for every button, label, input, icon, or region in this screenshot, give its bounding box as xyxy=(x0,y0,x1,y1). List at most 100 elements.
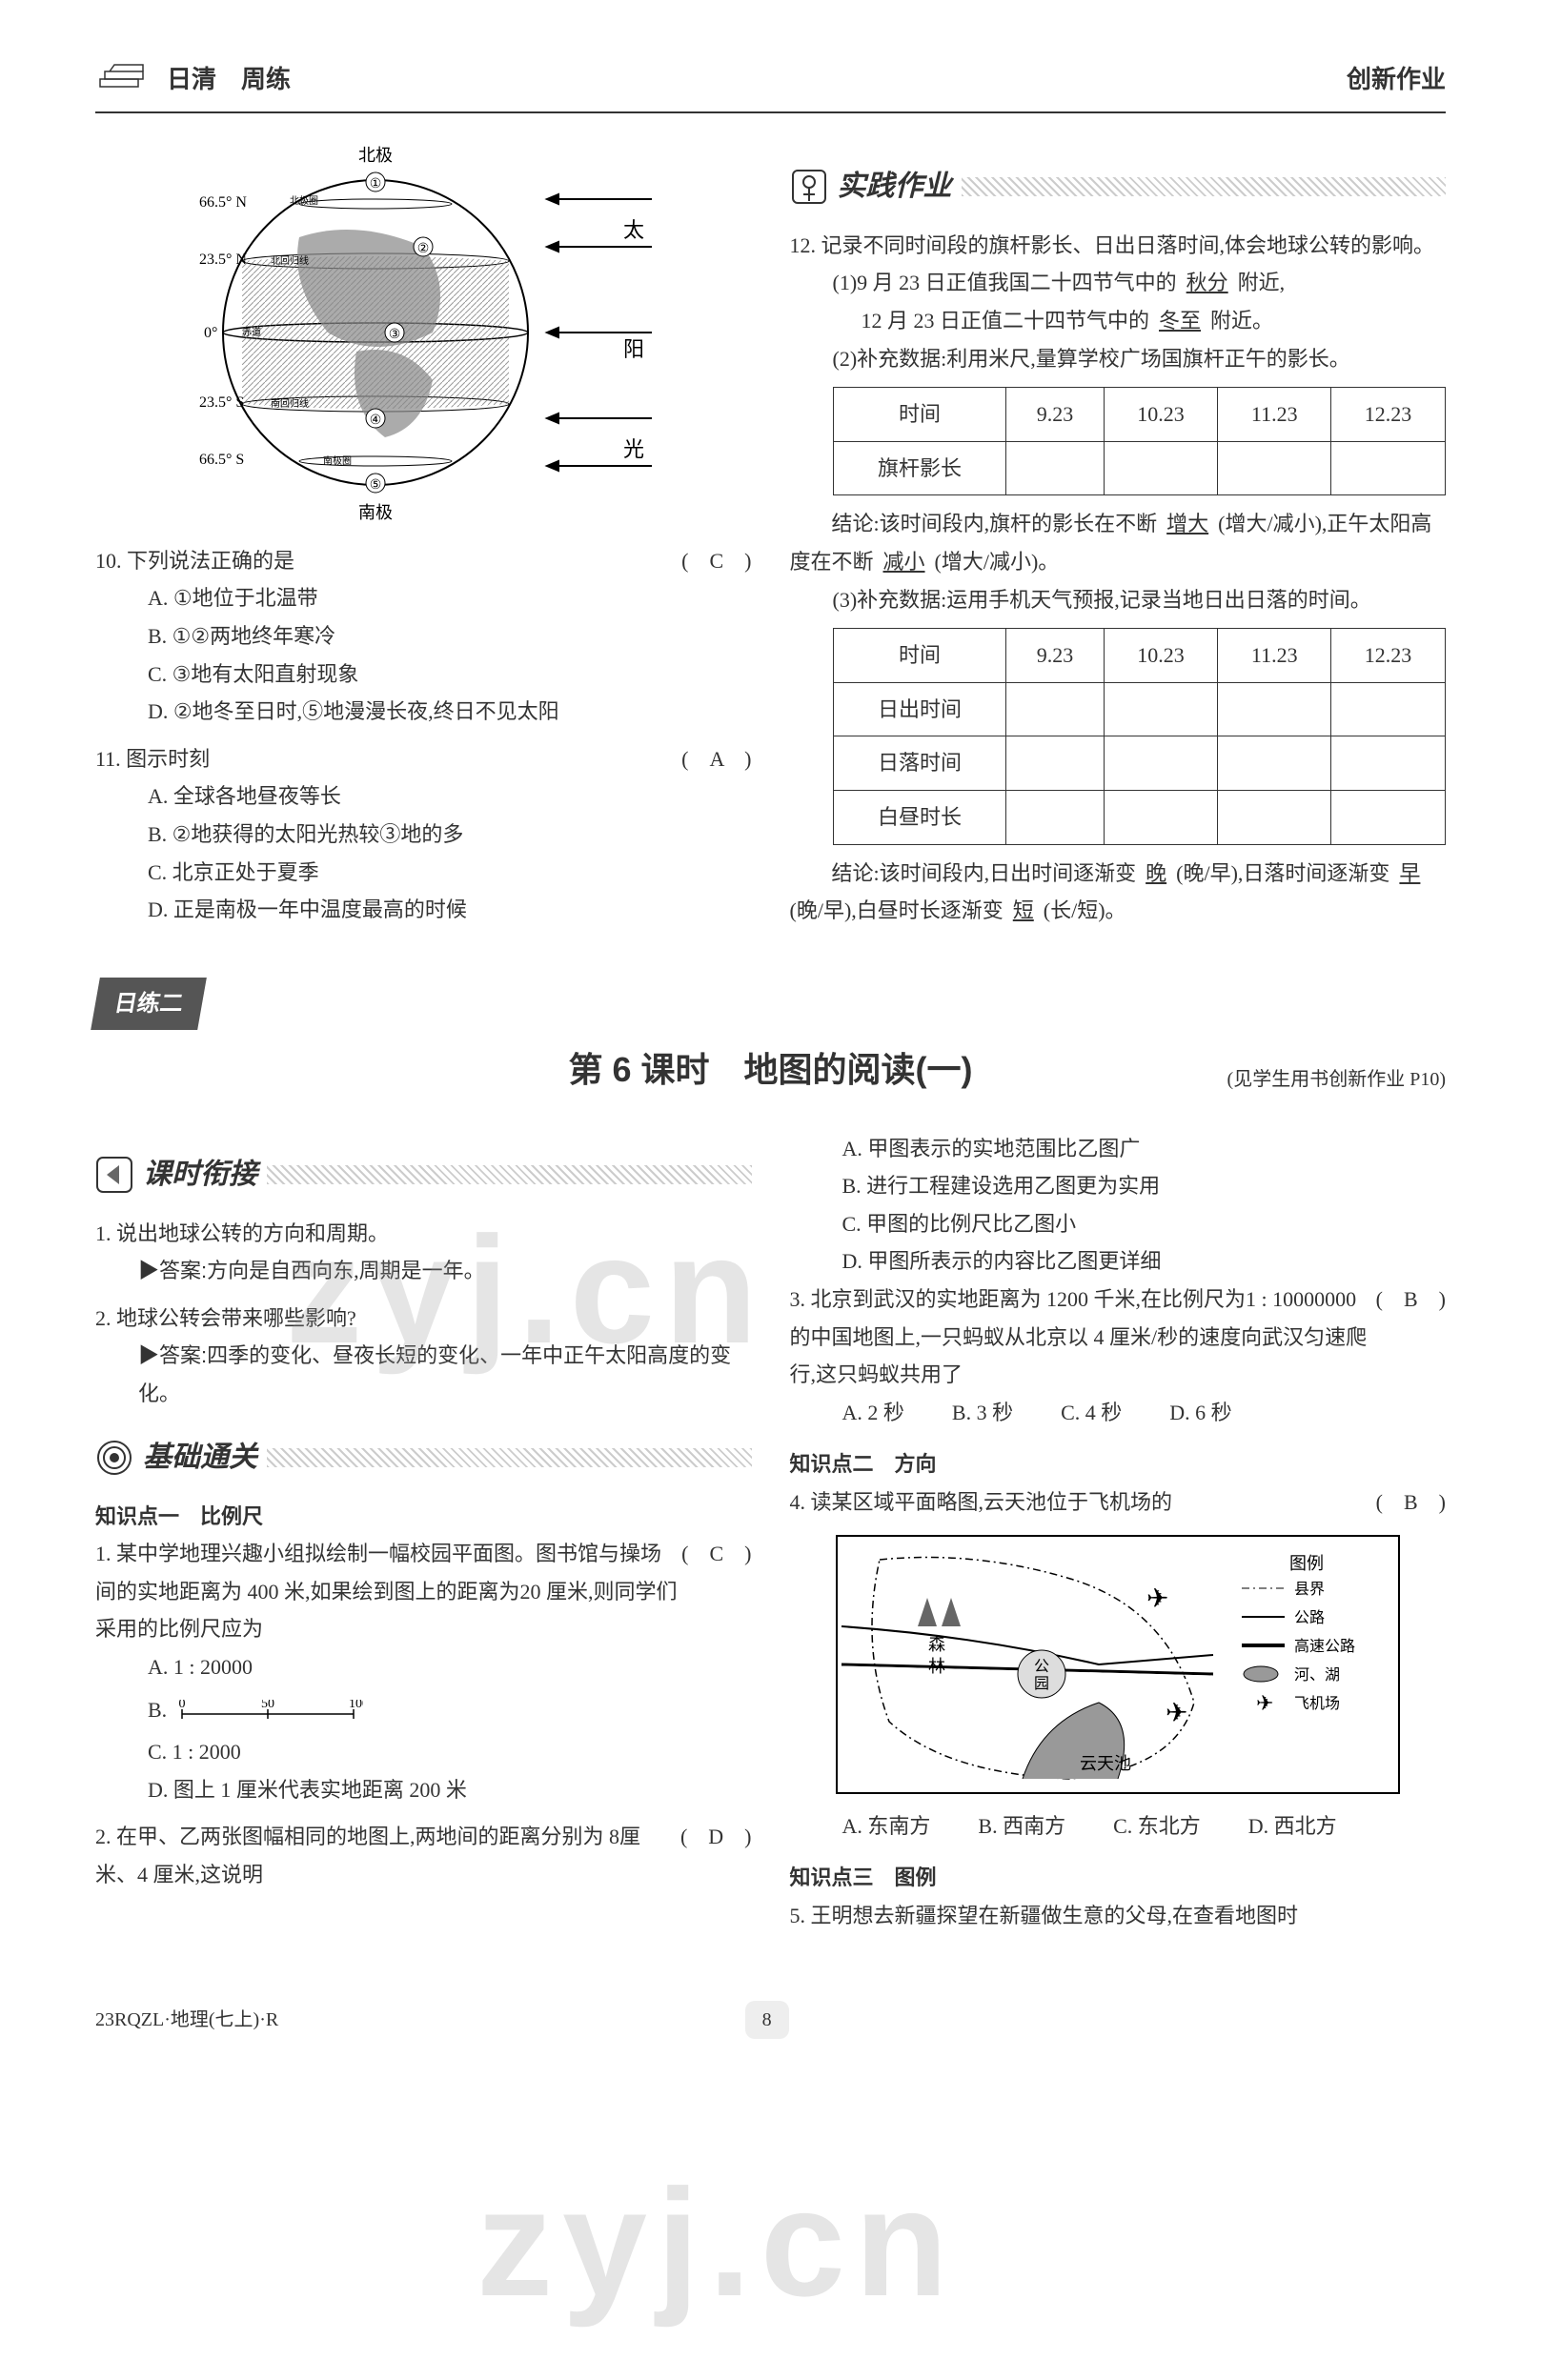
svg-text:北极圈: 北极圈 xyxy=(290,194,318,207)
svg-text:图例: 图例 xyxy=(1289,1554,1324,1573)
page-number: 8 xyxy=(745,2001,789,2039)
svg-text:林: 林 xyxy=(928,1657,945,1676)
q2-option-a: A. 甲图表示的实地范围比乙图广 xyxy=(790,1130,1447,1168)
watermark: zyj.cn xyxy=(476,2106,958,2380)
q10-option-d: D. ②地冬至日时,⑤地漫漫长夜,终日不见太阳 xyxy=(95,693,752,731)
svg-text:66.5° N: 66.5° N xyxy=(199,194,247,211)
link-title: 课时衔接 xyxy=(143,1149,257,1200)
svg-text:公: 公 xyxy=(1034,1659,1049,1675)
svg-text:云天池: 云天池 xyxy=(1080,1754,1131,1773)
q2-option-d: D. 甲图所表示的内容比乙图更详细 xyxy=(790,1242,1447,1281)
q12-conclusion2: 结论:该时间段内,日出时间逐渐变晚(晚/早),日落时间逐渐变早(晚/早),白昼时… xyxy=(790,855,1447,930)
lesson-ref: (见学生用书创新作业 P10) xyxy=(1227,1062,1446,1097)
lesson-title: 第 6 课时 地图的阅读(一) xyxy=(568,1050,972,1089)
q12-table2: 时间 9.23 10.23 11.23 12.23 日出时间 日落时间 白昼时长 xyxy=(833,628,1447,844)
svg-text:南回归线: 南回归线 xyxy=(271,397,309,410)
practice-section-header: 实践作业 xyxy=(790,161,1447,212)
svg-text:高速公路: 高速公路 xyxy=(1294,1638,1355,1655)
q11-option-a: A. 全球各地昼夜等长 xyxy=(95,777,752,816)
scale-bar-icon: 0 50 100 米 xyxy=(172,1700,363,1724)
globe-diagram: ① ② ③ ④ ⑤ 北极 南极 66.5° N 23.5° N 0° 23.5°… xyxy=(185,142,661,523)
svg-text:河、湖: 河、湖 xyxy=(1294,1666,1340,1684)
svg-text:23.5° S: 23.5° S xyxy=(199,394,244,411)
lesson-title-row: 第 6 课时 地图的阅读(一) (见学生用书创新作业 P10) xyxy=(95,1039,1446,1101)
svg-text:✈: ✈ xyxy=(1256,1691,1273,1715)
svg-text:森: 森 xyxy=(928,1635,945,1654)
link-q1: 1. 说出地球公转的方向和周期。 ▶答案:方向是自西向东,周期是一年。 xyxy=(95,1215,752,1290)
svg-text:北极: 北极 xyxy=(358,146,393,165)
svg-text:④: ④ xyxy=(370,413,382,428)
svg-text:100 米: 100 米 xyxy=(349,1700,363,1711)
svg-text:✈: ✈ xyxy=(1146,1584,1168,1614)
footer-code: 23RQZL·地理(七上)·R xyxy=(95,2003,278,2037)
link-section-header: 课时衔接 xyxy=(95,1149,752,1200)
basic-q1: 1. 某中学地理兴趣小组拟绘制一幅校园平面图。图书馆与操场间的实地距离为 400… xyxy=(95,1535,752,1808)
header-title-left: 日清 周练 xyxy=(167,57,291,102)
svg-text:66.5° S: 66.5° S xyxy=(199,452,244,468)
q12-conclusion1: 结论:该时间段内,旗杆的影长在不断增大(增大/减小),正午太阳高度在不断减小(增… xyxy=(790,505,1447,580)
target-icon xyxy=(95,1439,133,1477)
q12-part1: (1)9 月 23 日正值我国二十四节气中的秋分附近, xyxy=(790,264,1447,302)
q12-part2: (2)补充数据:利用米尺,量算学校广场国旗杆正午的影长。 xyxy=(790,340,1447,378)
svg-text:南极圈: 南极圈 xyxy=(323,454,352,467)
q2-option-b: B. 进行工程建设选用乙图更为实用 xyxy=(790,1167,1447,1205)
svg-text:①: ① xyxy=(370,177,382,192)
q10-option-c: C. ③地有太阳直射现象 xyxy=(95,656,752,694)
q11-option-c: C. 北京正处于夏季 xyxy=(95,854,752,892)
svg-text:0°: 0° xyxy=(204,325,217,341)
section-hatching xyxy=(962,177,1447,196)
q10-option-b: B. ①②两地终年寒冷 xyxy=(95,617,752,656)
arrow-left-icon xyxy=(95,1156,133,1194)
q12-stem: 12. 记录不同时间段的旗杆影长、日出日落时间,体会地球公转的影响。 xyxy=(790,227,1447,265)
basic-title: 基础通关 xyxy=(143,1432,257,1483)
q10-answer: ( C ) xyxy=(681,542,751,580)
kp2: 知识点二 方向 xyxy=(790,1445,1447,1483)
basic-q3: 3. 北京到武汉的实地距离为 1200 千米,在比例尺为1 : 10000000… xyxy=(790,1281,1447,1431)
section-hatching xyxy=(267,1448,752,1467)
question-11: 11. 图示时刻 ( A ) A. 全球各地昼夜等长 B. ②地获得的太阳光热较… xyxy=(95,740,752,929)
basic-q5: 5. 王明想去新疆探望在新疆做生意的父母,在查看地图时 xyxy=(790,1897,1447,1935)
book-icon xyxy=(95,60,152,98)
svg-text:公路: 公路 xyxy=(1294,1609,1325,1626)
link-q2: 2. 地球公转会带来哪些影响? ▶答案:四季的变化、昼夜长短的变化、一年中正午太… xyxy=(95,1300,752,1413)
svg-text:县界: 县界 xyxy=(1294,1581,1325,1598)
practice-title: 实践作业 xyxy=(838,161,952,212)
svg-text:飞机场: 飞机场 xyxy=(1294,1695,1340,1712)
lesson-badge: 日练二 xyxy=(91,978,207,1030)
svg-text:南极: 南极 xyxy=(358,503,393,522)
page-footer: 23RQZL·地理(七上)·R 8 xyxy=(95,2001,1446,2039)
question-12: 12. 记录不同时间段的旗杆影长、日出日落时间,体会地球公转的影响。 (1)9 … xyxy=(790,227,1447,930)
q12-part3: (3)补充数据:运用手机天气预报,记录当地日出日落的时间。 xyxy=(790,581,1447,619)
q12-table1: 时间 9.23 10.23 11.23 12.23 旗杆影长 xyxy=(833,387,1447,495)
kp3: 知识点三 图例 xyxy=(790,1859,1447,1897)
q12-part1-line2: 12 月 23 日正值二十四节气中的冬至附近。 xyxy=(790,302,1447,340)
q10-option-a: A. ①地位于北温带 xyxy=(95,579,752,617)
svg-text:③: ③ xyxy=(389,328,401,342)
svg-text:✈: ✈ xyxy=(1166,1699,1187,1728)
svg-text:园: 园 xyxy=(1034,1676,1049,1692)
svg-text:阳: 阳 xyxy=(623,337,644,361)
kp1: 知识点一 比例尺 xyxy=(95,1498,752,1536)
basic-q2: 2. 在甲、乙两张图幅相同的地图上,两地间的距离分别为 8厘米、4 厘米,这说明… xyxy=(95,1818,752,1893)
basic-q4: 4. 读某区域平面略图,云天池位于飞机场的 ( B ) 森 林 xyxy=(790,1483,1447,1845)
q11-option-d: D. 正是南极一年中温度最高的时候 xyxy=(95,891,752,929)
section-hatching xyxy=(267,1165,752,1184)
q11-stem: 11. 图示时刻 xyxy=(95,740,210,778)
q11-answer: ( A ) xyxy=(681,740,751,778)
svg-text:②: ② xyxy=(417,242,430,256)
svg-text:50: 50 xyxy=(261,1700,274,1711)
svg-text:北回归线: 北回归线 xyxy=(271,254,309,267)
page-header: 日清 周练 创新作业 xyxy=(95,57,1446,113)
svg-text:赤道: 赤道 xyxy=(242,326,261,338)
svg-text:23.5° N: 23.5° N xyxy=(199,252,247,268)
basic-section-header: 基础通关 xyxy=(95,1432,752,1483)
header-title-right: 创新作业 xyxy=(1347,57,1446,102)
svg-text:光: 光 xyxy=(623,437,644,461)
practice-icon xyxy=(790,168,828,206)
q2-option-c: C. 甲图的比例尺比乙图小 xyxy=(790,1205,1447,1243)
svg-text:太: 太 xyxy=(623,218,644,242)
q11-option-b: B. ②地获得的太阳光热较③地的多 xyxy=(95,816,752,854)
map-diagram: 森 林 公 园 ✈ ✈ 云天池 图例 县界 公路 高速公路 河、 xyxy=(832,1531,1404,1798)
svg-text:⑤: ⑤ xyxy=(370,478,382,493)
question-10: 10. 下列说法正确的是 ( C ) A. ①地位于北温带 B. ①②两地终年寒… xyxy=(95,542,752,731)
